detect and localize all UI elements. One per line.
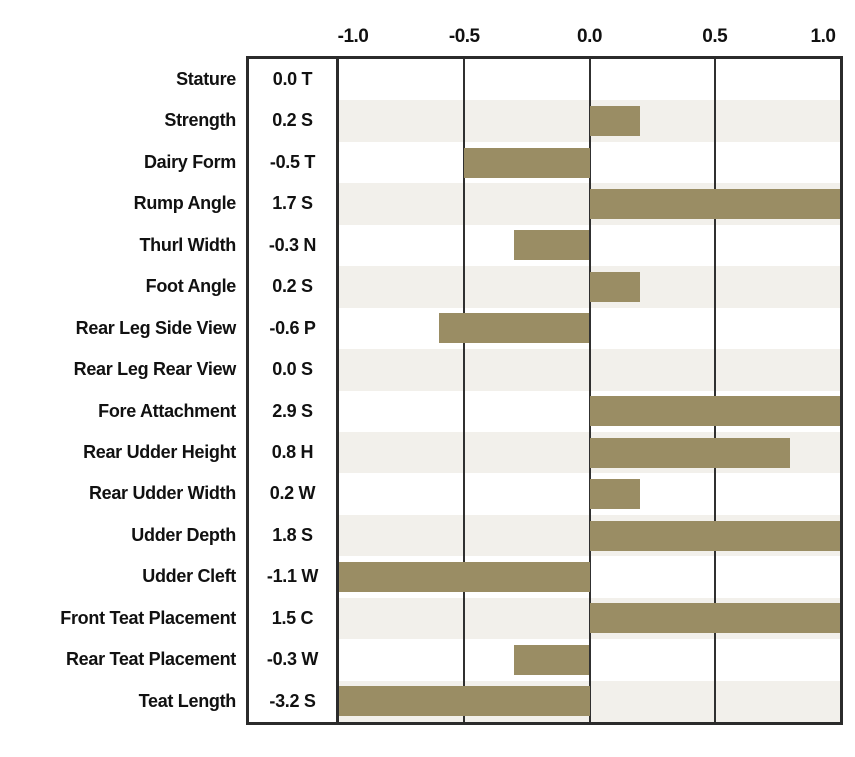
trait-label: Rear Udder Width — [88, 483, 236, 504]
axis-tick-label: 1.0 — [810, 26, 836, 47]
trait-bar — [464, 147, 590, 178]
trait-label: Fore Attachment — [98, 400, 236, 421]
gridline — [589, 59, 591, 722]
trait-label: Rear Udder Height — [83, 441, 236, 462]
trait-value: 2.9 S — [272, 400, 313, 421]
trait-bar — [589, 106, 640, 137]
trait-value: 0.2 S — [272, 110, 313, 131]
axis-tick-label: 0.5 — [702, 26, 728, 47]
trait-bar — [339, 686, 590, 717]
trait-value: -1.1 W — [266, 566, 319, 587]
trait-value: 0.0 T — [272, 69, 313, 89]
trait-bar — [589, 603, 840, 634]
trait-label: Front Teat Placement — [60, 607, 236, 628]
axis-tick-label: 0.0 — [577, 26, 602, 47]
trait-bar — [589, 396, 840, 427]
trait-bar — [589, 479, 640, 510]
trait-bar — [339, 561, 590, 592]
trait-value: 0.2 S — [272, 276, 313, 297]
trait-label: Udder Cleft — [142, 566, 236, 587]
trait-label: Thurl Width — [139, 234, 236, 255]
trait-value: -0.5 T — [269, 151, 316, 172]
trait-value: 1.5 C — [271, 607, 314, 628]
chart-frame — [246, 56, 843, 725]
trait-value: -0.3 N — [268, 234, 317, 255]
trait-bar — [589, 271, 640, 302]
trait-bar — [589, 189, 840, 220]
trait-value: -0.6 P — [269, 317, 316, 338]
trait-value: -0.3 W — [266, 649, 319, 670]
trait-label: Rear Leg Side View — [75, 317, 237, 338]
gridline — [463, 59, 465, 722]
trait-bar — [589, 520, 840, 551]
trait-label: Foot Angle — [145, 276, 237, 297]
trait-value: 0.0 S — [272, 359, 313, 380]
axis-tick-label: -1.0 — [337, 26, 369, 47]
gridline — [714, 59, 716, 722]
trait-value: 1.8 S — [272, 524, 313, 545]
trait-bar — [514, 644, 590, 675]
trait-label: Dairy Form — [143, 151, 236, 172]
trait-label: Rump Angle — [133, 193, 237, 214]
trait-label: Rear Teat Placement — [65, 649, 236, 670]
trait-label: Strength — [164, 110, 236, 131]
trait-label: Udder Depth — [131, 524, 236, 545]
trait-value: 1.7 S — [272, 193, 313, 214]
trait-bar — [439, 313, 590, 344]
trait-value: 0.8 H — [271, 441, 314, 462]
trait-value: -3.2 S — [269, 690, 316, 711]
trait-value: 0.2 W — [269, 483, 316, 504]
value-column-divider — [336, 56, 339, 725]
trait-label: Rear Leg Rear View — [73, 359, 237, 380]
trait-label: Stature — [176, 69, 236, 89]
trait-bar — [514, 230, 590, 261]
trait-bar — [589, 437, 790, 468]
axis-tick-label: -0.5 — [448, 26, 480, 47]
trait-label: Teat Length — [138, 690, 237, 711]
